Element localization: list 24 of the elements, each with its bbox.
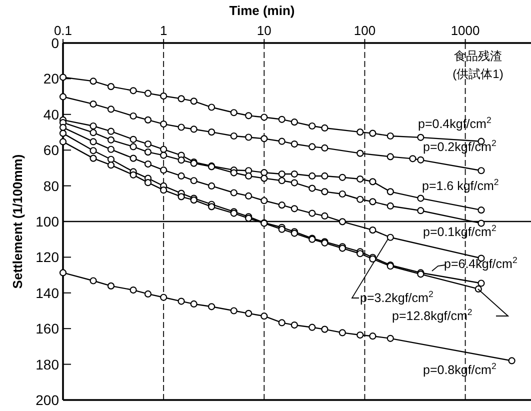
series-label: p=0.4kgf/cm$^{2}$ — [418, 115, 492, 131]
x-axis-title: Time (min) — [229, 3, 295, 18]
y-tick-label: 100 — [36, 214, 60, 230]
y-axis-title: Settlement (1/100mm) — [10, 154, 25, 289]
x-tick-label: 10 — [256, 23, 272, 38]
y-tick-label: 60 — [43, 142, 60, 158]
y-tick-label: 140 — [36, 284, 60, 301]
x-tick-label: 1 — [160, 23, 168, 38]
y-tick-label: 80 — [43, 178, 60, 194]
y-tick-label: 120 — [36, 249, 60, 266]
series-label: p=0.1kgf/cm$^{2}$ — [423, 223, 496, 239]
y-tick-label: 20 — [43, 70, 60, 87]
x-tick-label: 1000 — [450, 23, 480, 38]
y-tick-label: 0 — [51, 35, 60, 51]
y-tick-label: 160 — [36, 320, 60, 337]
y-tick-label: 40 — [43, 106, 60, 122]
series-label: p=0.2kgf/cm$^{2}$ — [423, 138, 496, 154]
annotation: 食品残渣 — [454, 49, 502, 63]
series-label: p=1.6 kgf/cm$^{2}$ — [422, 177, 499, 193]
x-tick-label: 0.1 — [54, 23, 72, 38]
y-tick-label: 200 — [36, 392, 60, 408]
x-tick-label: 100 — [354, 23, 376, 38]
y-tick-label: 180 — [36, 356, 60, 372]
legend-label: p=6.4kgf/cm$^{2}$ — [444, 255, 518, 271]
